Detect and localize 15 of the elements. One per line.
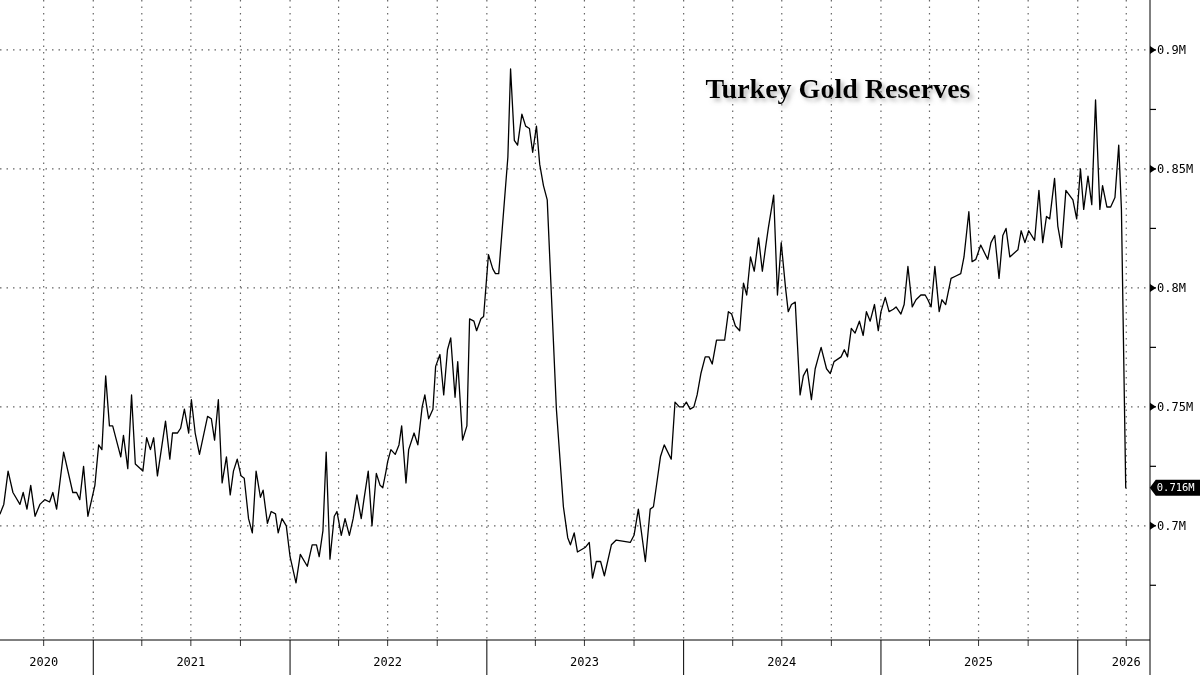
- x-tick-label: 2025: [964, 655, 993, 669]
- x-tick-label: 2022: [373, 655, 403, 669]
- text: Turkey Gold Reserves: [705, 73, 971, 104]
- line-series: [0, 68, 1127, 584]
- y-tick-label: 0.9M: [1157, 43, 1186, 58]
- x-tick-label: 2026: [1111, 655, 1141, 669]
- x-tick-label: 2023: [569, 655, 599, 669]
- y-tick-label: 0.7M: [1157, 519, 1186, 533]
- y-tick-label: 0.85M: [1157, 162, 1194, 177]
- x-tick-label: 2021: [176, 655, 206, 669]
- x-tick-label: 2024: [767, 655, 797, 669]
- y-tick-label: 0.8M: [1157, 281, 1186, 296]
- x-tick-label: 2020: [29, 655, 59, 669]
- annotation: 0.716M: [1156, 481, 1195, 494]
- y-tick-label: 0.75M: [1157, 400, 1194, 415]
